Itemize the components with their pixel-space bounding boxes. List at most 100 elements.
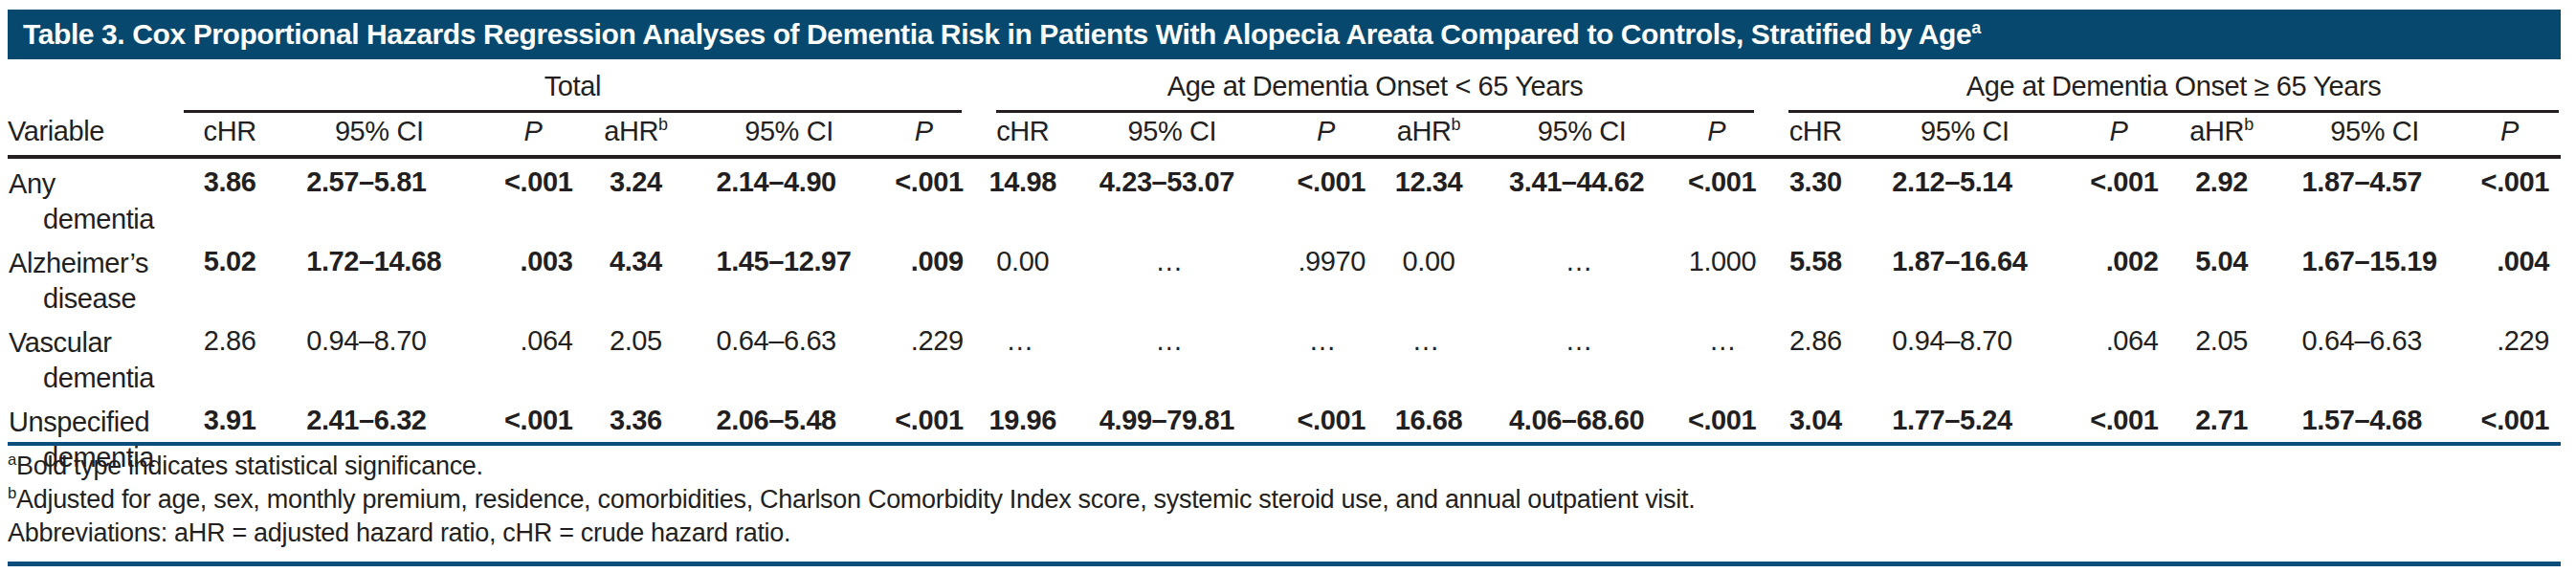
table-body: Anydementia3.862.57–5.81<.0013.242.14–4.… bbox=[8, 157, 2561, 476]
value-cell: 1.87–4.57 bbox=[2274, 157, 2476, 238]
footnote-line: Abbreviations: aHR = adjusted hazard rat… bbox=[8, 517, 2561, 550]
column-header-ahr: aHRb bbox=[1377, 113, 1480, 157]
value-cell: <.001 bbox=[1683, 157, 1767, 238]
value-cell: … bbox=[975, 318, 1071, 397]
column-header-95-ci: 95% CI bbox=[1480, 113, 1683, 157]
value-cell: 3.24 bbox=[584, 157, 687, 238]
column-header-95-ci: 95% CI bbox=[1071, 113, 1274, 157]
value-cell: 4.23–53.07 bbox=[1071, 157, 1274, 238]
value-cell: 1.87–16.64 bbox=[1863, 238, 2066, 318]
variable-cell: Alzheimer’sdisease bbox=[8, 238, 182, 318]
table-row: Alzheimer’sdisease5.021.72–14.68.0034.34… bbox=[8, 238, 2561, 318]
divider-rule-above-footnotes bbox=[8, 442, 2561, 446]
page: Table 3. Cox Proportional Hazards Regres… bbox=[0, 0, 2576, 573]
value-cell: .229 bbox=[2476, 318, 2561, 397]
variable-label-line: Any bbox=[9, 166, 181, 202]
value-cell: … bbox=[1274, 318, 1377, 397]
value-cell: 2.57–5.81 bbox=[278, 157, 480, 238]
column-header-p: P bbox=[891, 113, 975, 157]
group-header: Age at Dementia Onset ≥ 65 Years bbox=[1767, 61, 2561, 113]
value-cell: 14.98 bbox=[975, 157, 1071, 238]
value-cell: 2.86 bbox=[1767, 318, 1863, 397]
column-header-95-ci: 95% CI bbox=[2274, 113, 2476, 157]
value-cell: 3.30 bbox=[1767, 157, 1863, 238]
value-cell: 5.58 bbox=[1767, 238, 1863, 318]
value-cell: … bbox=[1683, 318, 1767, 397]
divider-rule-bottom bbox=[8, 562, 2561, 566]
column-header-p: P bbox=[1683, 113, 1767, 157]
group-header-label: Total bbox=[184, 71, 962, 113]
column-header-p: P bbox=[480, 113, 584, 157]
value-cell: .064 bbox=[2066, 318, 2169, 397]
table-title-superscript: a bbox=[1971, 18, 1981, 37]
value-cell: 2.12–5.14 bbox=[1863, 157, 2066, 238]
column-header-95-ci: 95% CI bbox=[278, 113, 480, 157]
column-header-row: Variable cHR95% CIPaHRb95% CIPcHR95% CIP… bbox=[8, 113, 2561, 157]
value-cell: … bbox=[1377, 318, 1480, 397]
value-cell: .009 bbox=[891, 238, 975, 318]
value-cell: 4.34 bbox=[584, 238, 687, 318]
column-header-p: P bbox=[2066, 113, 2169, 157]
value-cell: 2.05 bbox=[584, 318, 687, 397]
value-cell: 1.72–14.68 bbox=[278, 238, 480, 318]
value-cell: 1.67–15.19 bbox=[2274, 238, 2476, 318]
group-header-spacer bbox=[8, 61, 182, 113]
column-header-p: P bbox=[1274, 113, 1377, 157]
table-row: Anydementia3.862.57–5.81<.0013.242.14–4.… bbox=[8, 157, 2561, 238]
value-cell: .9970 bbox=[1274, 238, 1377, 318]
variable-label-line: dementia bbox=[9, 361, 181, 396]
column-header-ahr: aHRb bbox=[2170, 113, 2274, 157]
value-cell: … bbox=[1071, 318, 1274, 397]
variable-label-line: Unspecified bbox=[9, 405, 181, 440]
table-row: Vasculardementia2.860.94–8.70.0642.050.6… bbox=[8, 318, 2561, 397]
variable-label-line: Vascular bbox=[9, 325, 181, 361]
column-header-chr: cHR bbox=[182, 113, 278, 157]
value-cell: 3.86 bbox=[182, 157, 278, 238]
value-cell: 0.00 bbox=[1377, 238, 1480, 318]
table-header: Total Age at Dementia Onset < 65 Years Age… bbox=[8, 61, 2561, 157]
variable-cell: Anydementia bbox=[8, 157, 182, 238]
variable-label-line: disease bbox=[9, 281, 181, 317]
value-cell: 2.05 bbox=[2170, 318, 2274, 397]
value-cell: <.001 bbox=[2066, 157, 2169, 238]
group-header: Total bbox=[182, 61, 975, 113]
value-cell: .229 bbox=[891, 318, 975, 397]
value-cell: 1.45–12.97 bbox=[687, 238, 890, 318]
group-header-label: Age at Dementia Onset < 65 Years bbox=[996, 71, 1755, 113]
footnote-line: bAdjusted for age, sex, monthly premium,… bbox=[8, 483, 2561, 517]
footnotes: aBold type indicates statistical signifi… bbox=[8, 450, 2561, 550]
value-cell: 1.000 bbox=[1683, 238, 1767, 318]
table-title: Table 3. Cox Proportional Hazards Regres… bbox=[23, 18, 1971, 50]
value-cell: 5.04 bbox=[2170, 238, 2274, 318]
value-cell: 0.94–8.70 bbox=[278, 318, 480, 397]
column-header-chr: cHR bbox=[1767, 113, 1863, 157]
value-cell: 0.00 bbox=[975, 238, 1071, 318]
value-cell: 12.34 bbox=[1377, 157, 1480, 238]
column-header-95-ci: 95% CI bbox=[1863, 113, 2066, 157]
value-cell: … bbox=[1071, 238, 1274, 318]
footnote-marker: a bbox=[8, 451, 16, 469]
value-cell: .064 bbox=[480, 318, 584, 397]
group-header: Age at Dementia Onset < 65 Years bbox=[975, 61, 1768, 113]
variable-label-line: Alzheimer’s bbox=[9, 246, 181, 281]
value-cell: … bbox=[1480, 238, 1683, 318]
data-table: Total Age at Dementia Onset < 65 Years Age… bbox=[8, 61, 2561, 476]
value-cell: 2.14–4.90 bbox=[687, 157, 890, 238]
footnote-marker: b bbox=[8, 484, 16, 502]
column-header-95-ci: 95% CI bbox=[687, 113, 890, 157]
value-cell: 0.64–6.63 bbox=[687, 318, 890, 397]
value-cell: 5.02 bbox=[182, 238, 278, 318]
value-cell: 2.86 bbox=[182, 318, 278, 397]
value-cell: 0.64–6.63 bbox=[2274, 318, 2476, 397]
value-cell: 2.92 bbox=[2170, 157, 2274, 238]
footnote-line: aBold type indicates statistical signifi… bbox=[8, 450, 2561, 483]
column-header-p: P bbox=[2476, 113, 2561, 157]
column-header-variable: Variable bbox=[8, 113, 182, 157]
value-cell: 3.41–44.62 bbox=[1480, 157, 1683, 238]
value-cell: .002 bbox=[2066, 238, 2169, 318]
value-cell: <.001 bbox=[891, 157, 975, 238]
value-cell: … bbox=[1480, 318, 1683, 397]
value-cell: <.001 bbox=[480, 157, 584, 238]
group-header-label: Age at Dementia Onset ≥ 65 Years bbox=[1788, 71, 2559, 113]
value-cell: <.001 bbox=[1274, 157, 1377, 238]
